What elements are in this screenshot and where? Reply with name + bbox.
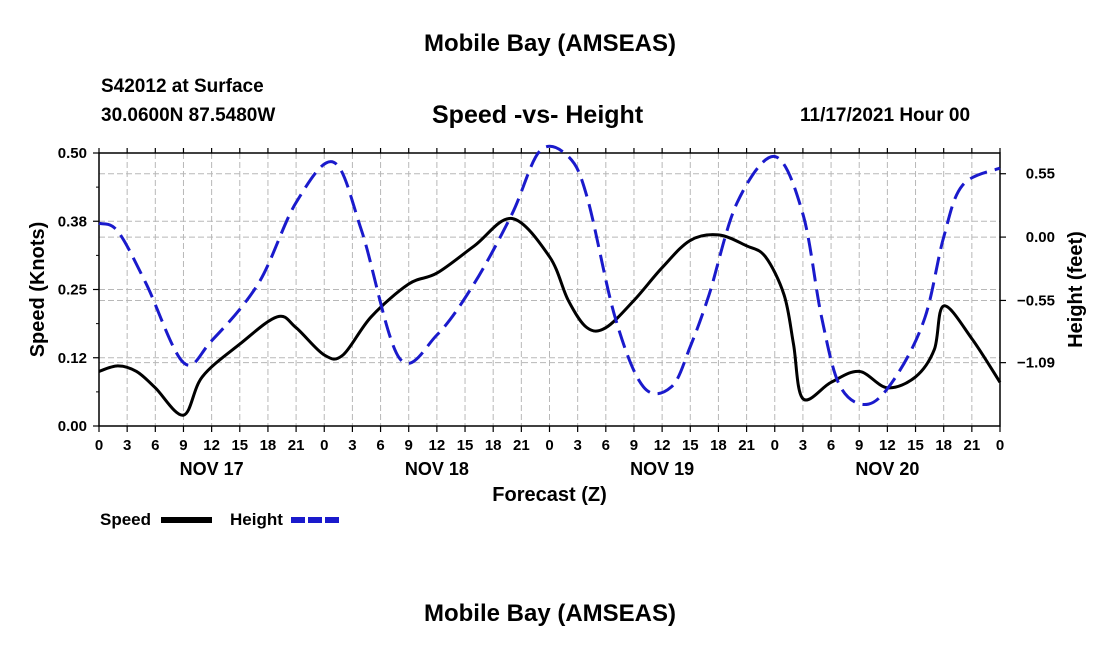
- y-tick-label: 0.00: [58, 418, 87, 435]
- y-axis-label: Speed (Knots): [27, 222, 49, 358]
- x-tick-label: 21: [738, 437, 755, 454]
- x-tick-label: 3: [123, 437, 131, 454]
- y-tick-label: 0.25: [58, 282, 87, 299]
- x-tick-label: 6: [376, 437, 384, 454]
- y2-tick-label: 0.00: [1026, 229, 1055, 246]
- forecast-run-time: 11/17/2021 Hour 00: [800, 105, 971, 126]
- x-tick-label: 21: [964, 437, 981, 454]
- day-label: NOV 20: [855, 459, 919, 479]
- y2-axis-label: Height (feet): [1065, 231, 1087, 348]
- x-tick-label: 18: [485, 437, 502, 454]
- x-tick-label: 15: [682, 437, 699, 454]
- x-tick-label: 3: [799, 437, 807, 454]
- series-line-height: [98, 144, 1001, 406]
- x-tick-label: 18: [935, 437, 952, 454]
- x-tick-label: 3: [573, 437, 581, 454]
- station-coordinates: 30.0600N 87.5480W: [101, 105, 276, 126]
- y2-tick-label: −1.09: [1017, 355, 1055, 372]
- x-tick-label: 18: [710, 437, 727, 454]
- x-tick-label: 9: [630, 437, 638, 454]
- chart-subtitle: Speed -vs- Height: [432, 101, 644, 129]
- legend-label-speed: Speed: [100, 510, 151, 529]
- y2-tick-label: 0.55: [1026, 166, 1055, 183]
- x-tick-label: 9: [179, 437, 187, 454]
- day-label: NOV 18: [405, 459, 469, 479]
- x-tick-label: 0: [996, 437, 1004, 454]
- speed-height-chart: 0 3 6 9 12 15 18 21 0 3 6 9 12 15 18 21 0 3 6 9 12 15 18 21 0 3 6 9…: [27, 144, 1087, 529]
- x-tick-label: 12: [654, 437, 671, 454]
- x-tick-label: 12: [203, 437, 220, 454]
- y-tick-label: 0.38: [58, 213, 87, 230]
- x-tick-label: 15: [231, 437, 248, 454]
- x-tick-label: 12: [879, 437, 896, 454]
- legend-label-height: Height: [230, 510, 283, 529]
- x-tick-label: 9: [855, 437, 863, 454]
- x-tick-label: 0: [545, 437, 553, 454]
- x-tick-label: 15: [907, 437, 924, 454]
- x-tick-label: 6: [151, 437, 159, 454]
- y-tick-label: 0.50: [58, 145, 87, 162]
- x-tick-label: 18: [260, 437, 277, 454]
- station-id: S42012 at Surface: [101, 76, 264, 97]
- day-label: NOV 19: [630, 459, 694, 479]
- next-chart-title: Mobile Bay (AMSEAS): [423, 600, 677, 627]
- x-tick-label: 9: [405, 437, 413, 454]
- day-label: NOV 17: [180, 459, 244, 479]
- y-tick-label: 0.12: [58, 350, 87, 367]
- chart-title: Mobile Bay (AMSEAS): [423, 30, 677, 57]
- x-tick-label: 21: [513, 437, 530, 454]
- y2-tick-label: −0.55: [1017, 292, 1055, 309]
- x-tick-label: 6: [827, 437, 835, 454]
- x-tick-label: 0: [95, 437, 103, 454]
- x-tick-label: 15: [457, 437, 474, 454]
- x-tick-label: 3: [348, 437, 356, 454]
- x-tick-label: 21: [288, 437, 305, 454]
- x-axis-label: Forecast (Z): [492, 484, 606, 506]
- x-tick-label: 6: [602, 437, 610, 454]
- series-line-speed: [98, 216, 1002, 417]
- x-tick-label: 0: [320, 437, 328, 454]
- x-tick-label: 12: [429, 437, 446, 454]
- x-tick-label: 0: [771, 437, 779, 454]
